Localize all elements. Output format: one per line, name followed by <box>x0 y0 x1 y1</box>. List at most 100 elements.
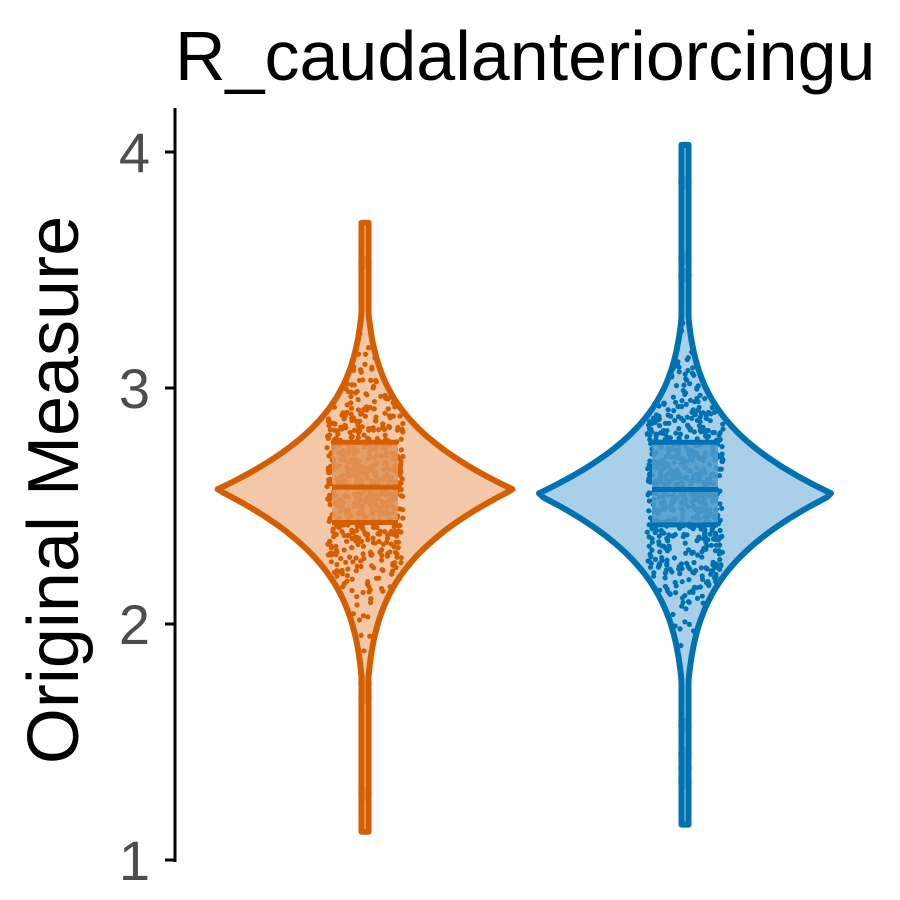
data-point <box>373 575 379 581</box>
data-point <box>719 458 726 465</box>
data-point <box>694 395 700 401</box>
chart-title: R_caudalanteriorcingu <box>175 17 875 95</box>
data-point <box>656 563 662 569</box>
data-point <box>388 571 395 577</box>
data-point <box>363 391 369 397</box>
data-point <box>648 554 654 560</box>
data-point <box>394 533 400 539</box>
data-point <box>670 611 676 618</box>
data-point <box>705 410 711 416</box>
outlier-point <box>358 255 372 270</box>
data-point <box>330 526 336 532</box>
data-point <box>659 530 666 536</box>
data-point <box>647 436 653 443</box>
data-point <box>654 412 660 418</box>
data-point <box>659 555 665 561</box>
data-point <box>361 648 367 654</box>
data-point <box>360 589 366 596</box>
data-point <box>719 505 725 511</box>
data-point <box>348 411 354 417</box>
data-point <box>382 392 388 398</box>
outlier-point <box>678 775 692 790</box>
data-point <box>656 403 662 409</box>
data-point <box>377 528 383 535</box>
data-point <box>382 432 388 438</box>
data-point <box>345 566 351 572</box>
data-point <box>687 381 693 387</box>
data-point <box>705 433 712 439</box>
data-point <box>699 410 705 416</box>
data-point <box>717 557 723 563</box>
data-point <box>378 393 384 399</box>
data-point <box>370 385 376 391</box>
data-point <box>677 431 684 437</box>
y-tick-label: 4 <box>119 121 150 184</box>
data-point <box>644 529 650 535</box>
data-point <box>684 434 690 440</box>
data-point <box>335 431 341 437</box>
data-point <box>719 444 725 450</box>
data-point <box>348 405 355 411</box>
data-point <box>680 599 686 606</box>
data-point <box>679 398 685 404</box>
data-point <box>700 576 706 583</box>
data-point <box>695 383 701 389</box>
data-point <box>376 427 382 433</box>
data-point <box>386 395 392 401</box>
data-point <box>651 570 657 576</box>
data-point <box>672 399 679 405</box>
data-point <box>650 415 657 421</box>
outlier-point <box>678 251 692 266</box>
data-point <box>712 564 718 571</box>
data-point <box>685 424 692 430</box>
data-point <box>676 403 682 410</box>
data-point <box>346 532 352 538</box>
data-point <box>680 387 686 394</box>
data-point <box>376 539 382 545</box>
data-point <box>661 543 667 549</box>
data-point <box>400 493 406 499</box>
data-point <box>678 643 684 649</box>
data-point <box>367 633 373 639</box>
data-point <box>657 587 663 593</box>
data-point <box>662 575 668 581</box>
data-point <box>338 426 344 432</box>
data-point <box>384 535 390 541</box>
data-point <box>325 465 331 471</box>
outlier-point <box>678 760 692 775</box>
data-point <box>362 413 368 419</box>
data-point <box>713 574 719 580</box>
data-point <box>695 552 701 558</box>
data-point <box>327 419 333 425</box>
data-point <box>326 479 332 486</box>
data-point <box>696 535 703 542</box>
data-point <box>333 547 340 553</box>
data-point <box>680 418 687 424</box>
data-point <box>656 423 663 429</box>
data-point <box>400 420 406 427</box>
data-point <box>379 567 385 573</box>
data-point <box>699 554 705 560</box>
data-point <box>697 427 703 433</box>
data-point <box>700 600 706 606</box>
data-point <box>358 632 364 638</box>
data-point <box>703 546 709 553</box>
data-point <box>359 538 365 545</box>
data-point <box>669 372 675 379</box>
data-point <box>349 434 355 440</box>
data-point <box>711 429 718 436</box>
data-point <box>690 549 696 556</box>
data-point <box>709 405 715 411</box>
data-point <box>324 483 330 490</box>
data-point <box>371 406 377 412</box>
data-point <box>331 534 337 540</box>
data-point <box>360 526 366 532</box>
outlier-point <box>678 746 692 761</box>
data-point <box>652 529 658 536</box>
data-point <box>360 543 366 550</box>
data-point <box>653 433 659 439</box>
data-point <box>331 427 337 433</box>
data-point <box>681 382 687 388</box>
data-point <box>362 531 368 537</box>
data-point <box>645 466 651 472</box>
